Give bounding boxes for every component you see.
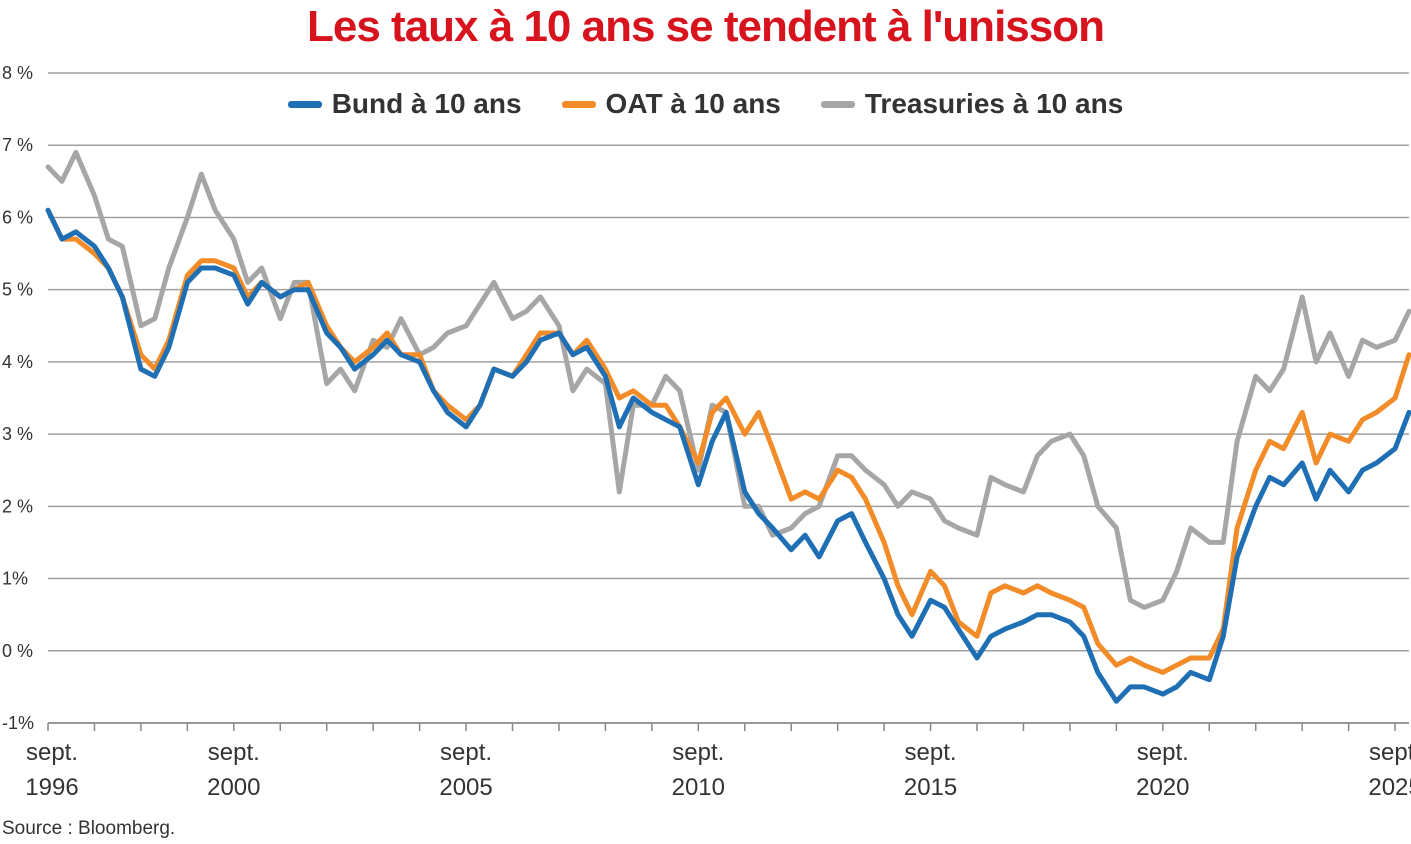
x-axis: sept.1996sept.2000sept.2005sept.2010sept…: [25, 722, 1411, 801]
x-tick-label-line2: 2010: [672, 774, 725, 801]
x-tick-label: sept. 2025: [1368, 739, 1411, 801]
x-tick-label: sept. 2020: [1136, 739, 1189, 801]
legend-item-bund: Bund à 10 ans: [287, 88, 522, 120]
series-line-2: [45, 149, 1411, 610]
x-tick-label: sept. 2005: [439, 739, 492, 801]
x-tick-label: sept. 2015: [904, 739, 957, 801]
legend: Bund à 10 ans OAT à 10 ans Treasuries à …: [0, 88, 1411, 120]
legend-item-oat: OAT à 10 ans: [561, 88, 781, 120]
x-tick-label-line2: 2025: [1368, 774, 1411, 801]
legend-swatch-treasuries: [820, 100, 855, 108]
source-note: Source : Bloomberg.: [2, 818, 176, 839]
x-tick-label: sept. 1996: [25, 739, 78, 801]
y-tick-label: 6 %: [2, 207, 33, 227]
x-tick-label-line1: sept.: [440, 739, 492, 766]
x-tick-label-line1: sept.: [905, 739, 957, 766]
y-tick-label: 8 %: [2, 63, 33, 83]
x-tick-label-line2: 2005: [439, 774, 492, 801]
series-layer: [45, 149, 1411, 704]
y-tick-label: 0 %: [2, 641, 33, 661]
x-tick-label: sept. 2010: [672, 739, 725, 801]
x-tick-label-line2: 1996: [25, 774, 78, 801]
x-tick-label-line1: sept.: [208, 739, 260, 766]
legend-label-bund: Bund à 10 ans: [331, 88, 522, 119]
y-tick-label: 7 %: [2, 135, 33, 155]
chart-title: Les taux à 10 ans se tendent à l'unisson: [307, 2, 1105, 51]
legend-label-oat: OAT à 10 ans: [605, 88, 781, 119]
x-tick-label-line1: sept.: [1369, 739, 1411, 766]
y-tick-label: 4 %: [2, 352, 33, 372]
legend-item-treasuries: Treasuries à 10 ans: [820, 88, 1124, 120]
legend-swatch-oat: [561, 100, 596, 108]
legend-label-treasuries: Treasuries à 10 ans: [864, 88, 1124, 119]
x-tick-label-line2: 2000: [207, 774, 260, 801]
x-tick-label: sept. 2000: [207, 739, 260, 801]
y-tick-label: 5 %: [2, 280, 33, 300]
y-tick-label: -1%: [2, 713, 34, 733]
x-tick-label-line2: 2020: [1136, 774, 1189, 801]
x-tick-label-line1: sept.: [1137, 739, 1189, 766]
x-tick-label-line1: sept.: [26, 739, 78, 766]
grid-layer: -1% 0 % 1% 2 % 3 % 4 % 5 % 6 % 7 % 8 %: [2, 63, 1409, 733]
y-tick-label: 2 %: [2, 496, 33, 516]
y-tick-label: 1%: [2, 569, 28, 589]
x-tick-label-line2: 2015: [904, 774, 957, 801]
x-tick-label-line1: sept.: [672, 739, 724, 766]
series-line-0: [45, 207, 1411, 704]
y-tick-label: 3 %: [2, 424, 33, 444]
legend-swatch-bund: [287, 100, 322, 108]
